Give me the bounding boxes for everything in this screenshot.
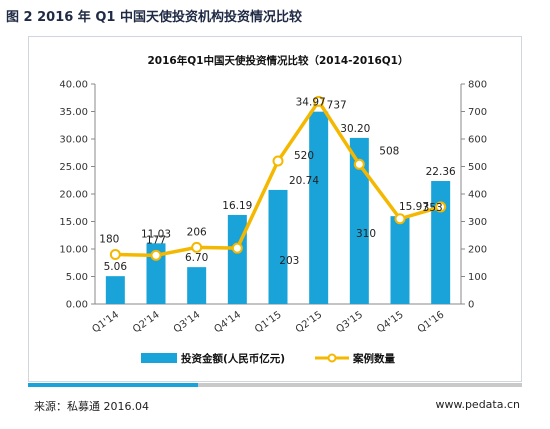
line-value-label: 203 [279,255,299,267]
y-right-tick-label: 800 [468,80,487,91]
y-right-tick-label: 700 [468,107,487,118]
x-tick-label: Q4'14 [212,309,243,335]
bar [309,111,329,304]
line-value-label: 206 [187,226,207,238]
bar [349,137,369,304]
x-tick-label: Q1'16 [416,309,447,335]
x-tick-label: Q1'14 [90,309,121,335]
y-right-tick-label: 400 [468,190,487,201]
chart-title: 2016年Q1中国天使投资情况比较（2014-2016Q1） [148,54,409,67]
bar-value-label: 22.36 [426,166,456,178]
y-left-tick-label: 0.00 [66,300,88,311]
bar-value-label: 20.74 [289,175,319,187]
line-value-label: 310 [356,228,376,240]
divider-strip-accent [28,383,198,387]
divider-strip [28,383,522,387]
line-point [109,249,121,260]
line-value-label: 508 [379,145,399,157]
y-right-tick-label: 300 [468,217,487,228]
bar-value-label: 5.06 [104,261,128,273]
line-point [394,213,406,225]
y-left-tick-label: 40.00 [59,80,88,91]
y-left-tick-label: 20.00 [59,190,88,201]
x-tick-label: Q2'15 [294,309,325,335]
line-point [191,241,203,253]
legend-bar-swatch [141,353,177,363]
line-value-label: 180 [99,234,119,246]
bar [431,181,451,304]
line-point [150,249,162,261]
y-left-tick-label: 30.00 [59,135,88,146]
legend-line-marker [327,353,337,363]
y-left-tick-label: 15.00 [59,217,88,228]
y-right-tick-label: 500 [468,162,487,173]
source-note: 来源：私募通 2016.04 [34,400,149,413]
bar [227,214,247,304]
x-tick-label: Q2'14 [131,309,162,335]
bar-value-label: 11.03 [141,228,171,240]
y-right-tick-label: 100 [468,272,487,283]
bar-value-label: 6.70 [185,252,208,264]
bar-value-label: 30.20 [340,123,370,135]
bar-value-label: 16.19 [222,200,252,212]
bar [390,216,410,304]
combo-chart: 2016年Q1中国天使投资情况比较（2014-2016Q1） 0.00 5.00 10… [59,54,487,365]
bar [146,243,166,304]
x-tick-label: Q1'15 [253,309,284,335]
chart-panel: 2016年Q1中国天使投资情况比较（2014-2016Q1） 0.00 5.00 10… [28,36,522,382]
y-right-tick-label: 200 [468,245,487,256]
line-value-label: 737 [327,99,347,111]
line-value-label: 177 [146,234,166,246]
y-left-tick-label: 5.00 [66,272,88,283]
bar-value-label: 15.97 [399,201,429,213]
legend-bar-label: 投资金额(人民币亿元) [181,352,285,365]
y-left-tick-label: 35.00 [59,107,88,118]
figure-title: 图 2 2016 年 Q1 中国天使投资机构投资情况比较 [6,10,302,25]
y-right-tick-label: 600 [468,135,487,146]
line-value-label: 520 [294,150,314,162]
line-value-label: 353 [423,202,443,214]
line-point [353,158,365,170]
site-url: www.pedata.cn [435,398,520,411]
line-point [435,201,447,213]
y-left-tick-label: 25.00 [59,162,88,173]
bar [268,189,288,304]
x-tick-label: Q3'14 [172,309,203,335]
line-point [313,95,325,107]
line-point [272,155,284,167]
line-point [231,242,243,254]
x-tick-label: Q3'15 [334,309,365,335]
legend-line-label: 案例数量 [352,352,395,365]
x-tick-label: Q4'15 [375,309,406,335]
y-right-tick-label: 0 [468,300,474,311]
bar [105,276,125,304]
bar-value-label: 34.97 [296,97,326,109]
bar [187,267,207,304]
y-left-tick-label: 10.00 [59,245,88,256]
